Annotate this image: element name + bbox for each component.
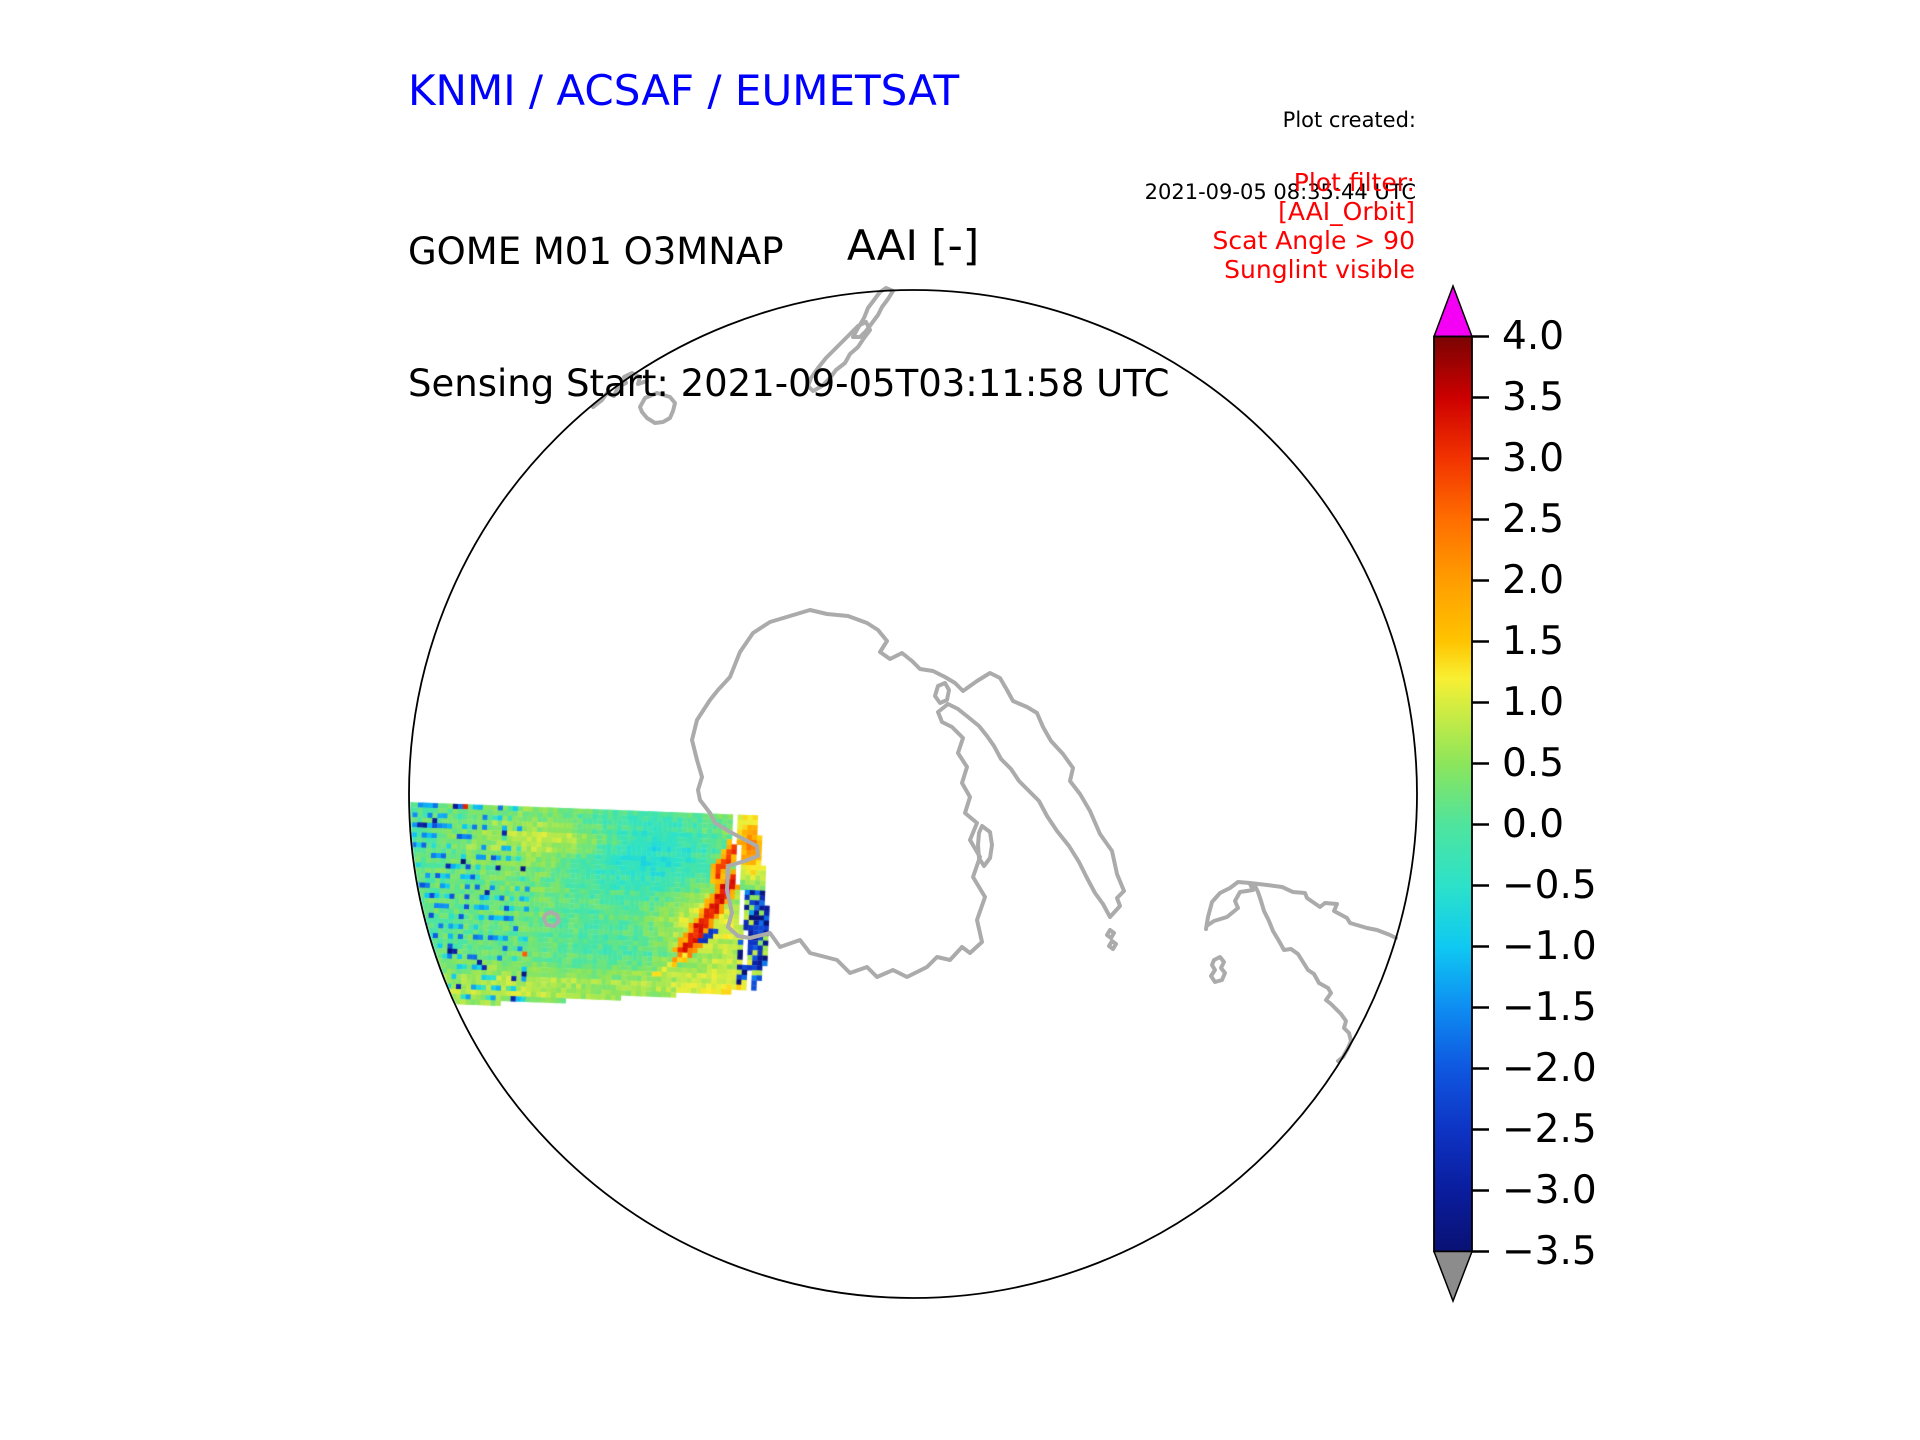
plot-filter-line-0: Plot filter: [1293,168,1415,197]
plot-created-label: Plot created: [1282,108,1416,132]
coastline-island-south-of-tasmania [638,391,677,425]
colorbar-tick-label: 2.5 [1502,497,1564,542]
colorbar-tick-label: −1.5 [1502,985,1597,1030]
plot-created-time: 2021-09-05 08:35:44 UTC [1144,180,1416,204]
colorbar-gradient-bar [1433,335,1473,1253]
colorbar-ticks: 4.0 3.5 3.0 2.5 2.0 1.5 1.0 0.5 0.0 −0.5 −1.0 −1.5 −… [1472,314,1597,1274]
product-block: GOME M01 O3MNAP Sensing Start: 2021-09-0… [408,142,1169,494]
org-title: KNMI / ACSAF / EUMETSAT [408,66,960,115]
colorbar-tick-label: −0.5 [1502,863,1597,908]
coastline-notch-island [933,681,951,705]
colorbar-tick-label: 4.0 [1502,314,1564,359]
coastline-hook-islet-2 [1107,939,1118,951]
plot-created-block: Plot created: 2021-09-05 08:35:44 UTC [1145,60,1416,252]
colorbar-tick-label: 0.5 [1502,741,1564,786]
colorbar-tick-label: 2.0 [1502,558,1564,603]
colorbar-tick-label: −2.5 [1502,1107,1597,1152]
coastline-antarctica [690,608,1126,979]
colorbar-under-arrow [1432,1250,1474,1304]
coastline-hook-islet-1 [1105,928,1116,940]
coastline-falkland-island [1209,955,1227,984]
plot-filter-line-2: Scat Angle > 90 [1212,226,1415,255]
plot-filter-block: Plot filter: [AAI_Orbit] Scat Angle > 90 Su… [1213,168,1415,284]
coastline-weddell-island [976,824,994,868]
colorbar-tick-label: 0.0 [1502,802,1564,847]
colorbar-over-arrow [1432,283,1474,338]
plot-filter-line-3: Sunglint visible [1224,255,1415,284]
colorbar-tick-label: 3.5 [1502,375,1564,420]
product-name: GOME M01 O3MNAP [408,230,784,273]
coastline-swath-island [542,910,561,928]
colorbar-tick-label: 1.0 [1502,680,1564,725]
map-title: AAI [-] [846,221,980,270]
plot-filter-line-1: [AAI_Orbit] [1278,197,1415,226]
colorbar-tick-label: 3.0 [1502,436,1564,481]
coastline-south-america-north-coast [1204,880,1398,940]
colorbar-tick-label: −3.0 [1502,1168,1597,1213]
colorbar-tick-label: −2.0 [1502,1046,1597,1091]
coastline-nz-south-island [806,320,872,393]
coastline-tierra-del-fuego [1206,882,1255,927]
colorbar: 4.0 3.5 3.0 2.5 2.0 1.5 1.0 0.5 0.0 −0.5 −1.0 −1.5 −… [1432,283,1597,1304]
colorbar-tick-label: 1.5 [1502,619,1564,664]
coastline-south-america-west-coast [1253,884,1353,1063]
colorbar-tick-label: −1.0 [1502,924,1597,969]
map-boundary-circle [408,289,1418,1299]
sensing-start: Sensing Start: 2021-09-05T03:11:58 UTC [408,362,1170,405]
colorbar-tick-label: −3.5 [1502,1229,1597,1274]
